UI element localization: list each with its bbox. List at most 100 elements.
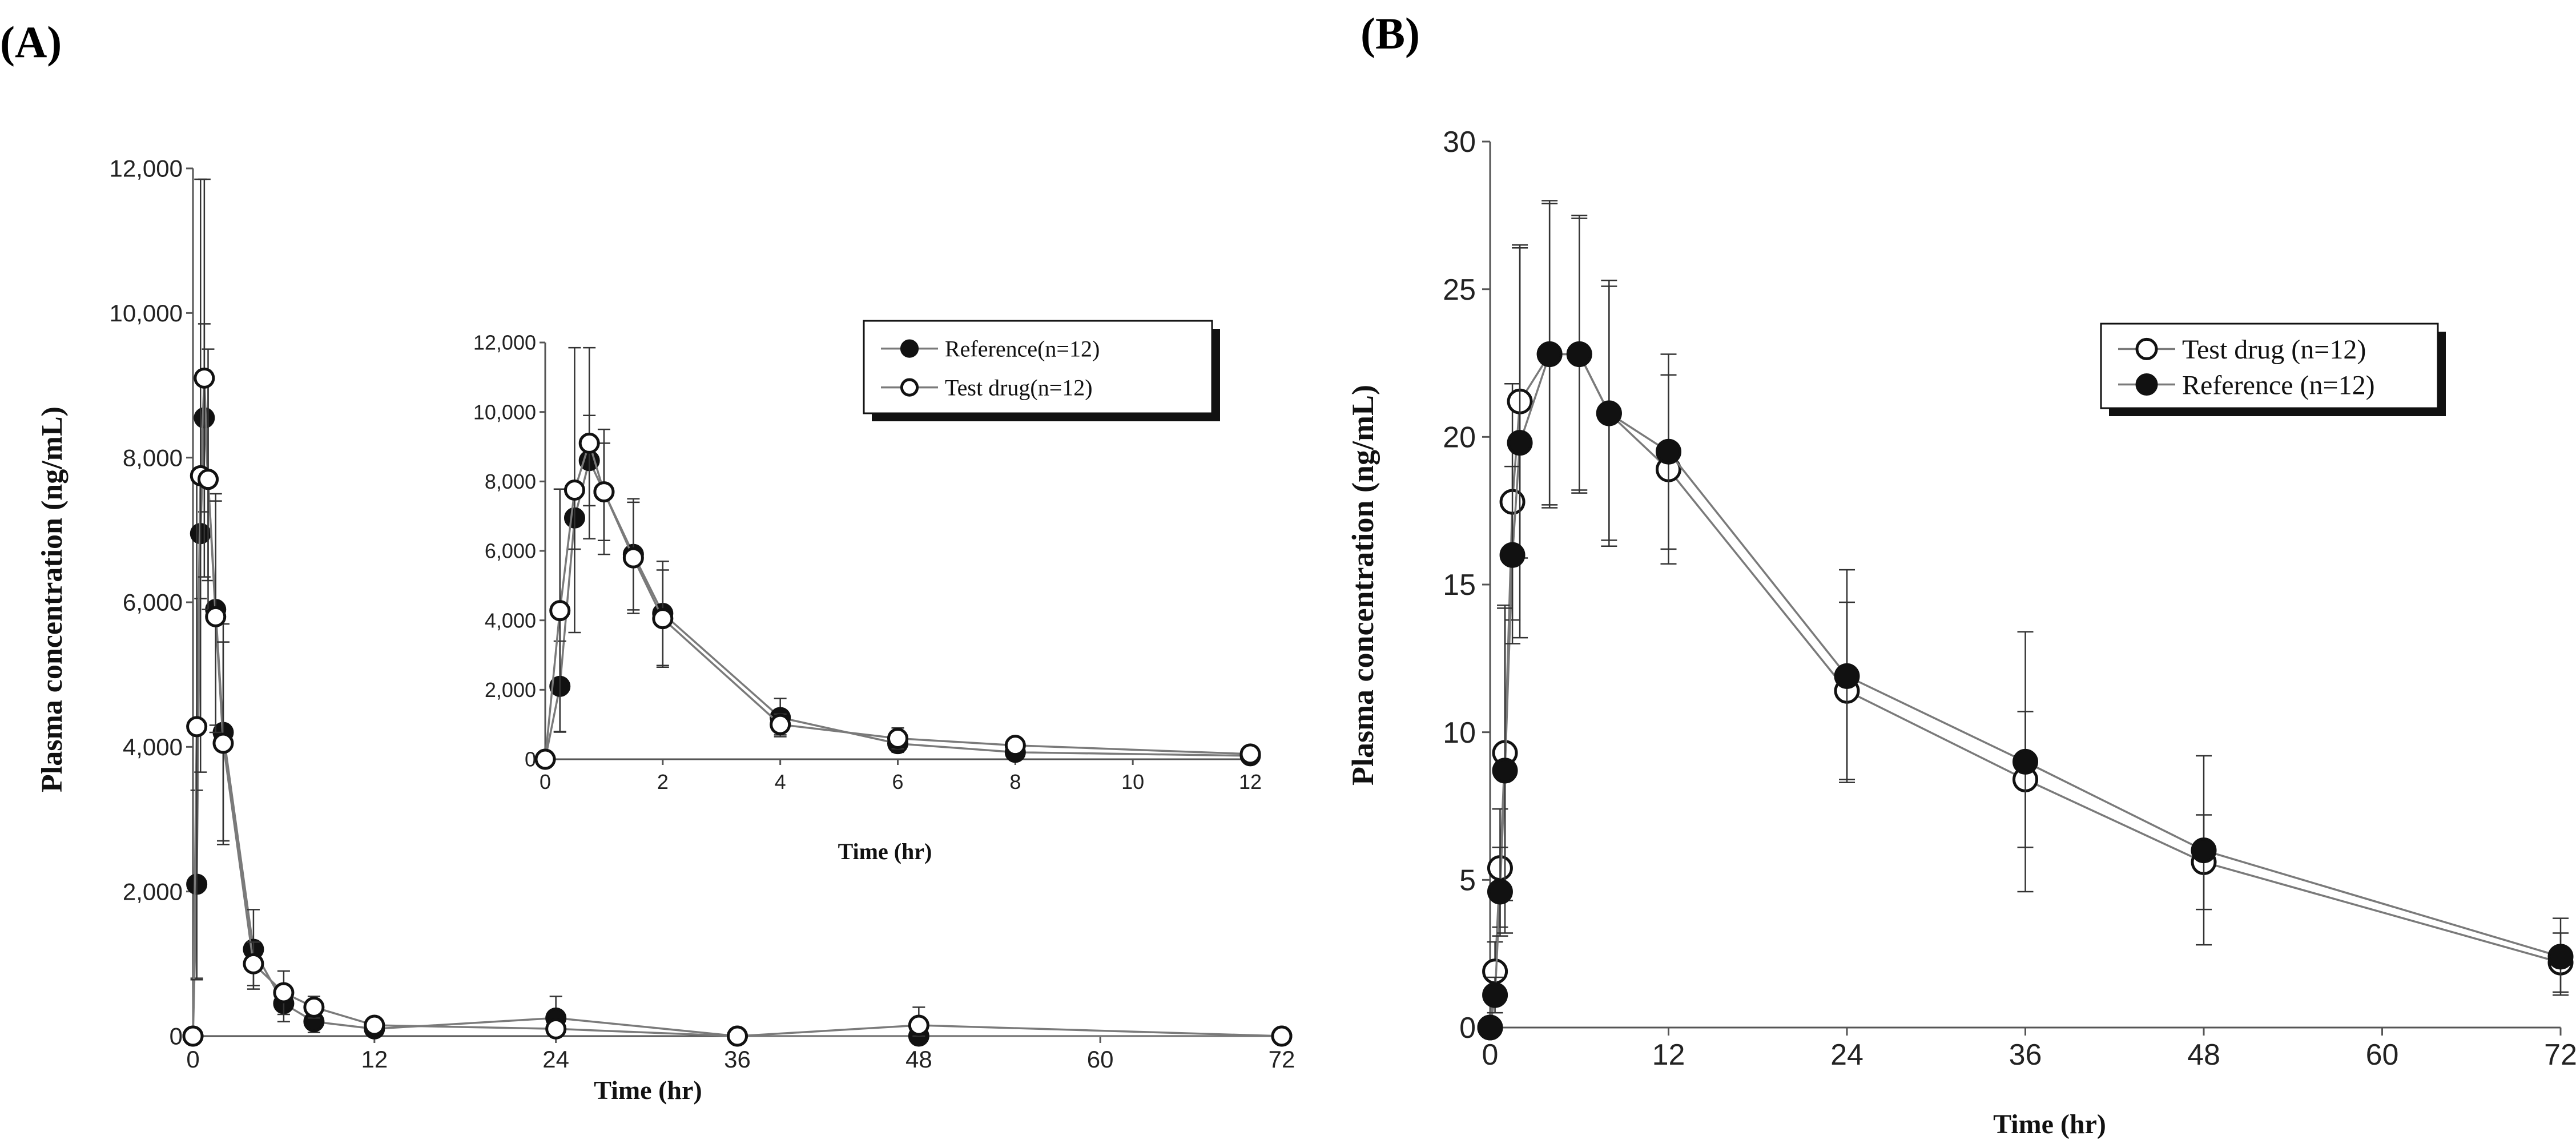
x-tick-label: 2 xyxy=(657,770,669,793)
legend-label-test-drug-n-12: Test drug (n=12) xyxy=(2182,335,2366,365)
y-tick-label: 5 xyxy=(1459,864,1476,897)
x-tick-label: 72 xyxy=(2544,1038,2576,1071)
data-point-test-drug-n-12 xyxy=(593,481,615,503)
legend-marker xyxy=(900,339,919,358)
x-tick-label: 4 xyxy=(775,770,786,793)
data-point-reference-n-12 xyxy=(1499,542,1526,568)
y-tick-label: 8,000 xyxy=(123,444,183,471)
x-axis-title: Time (hr) xyxy=(1993,1109,2106,1139)
data-point-reference-n-12 xyxy=(1507,430,1533,456)
y-tick-label: 10 xyxy=(1443,716,1476,750)
y-tick-label: 10,000 xyxy=(110,300,183,327)
panel-a-label: (A) xyxy=(0,17,62,67)
y-tick-label: 0 xyxy=(1459,1012,1476,1045)
data-point-test-drug-n-12 xyxy=(205,606,227,627)
data-point-test-drug-n-12 xyxy=(1004,735,1026,756)
data-point-reference-n-12 xyxy=(1536,341,1563,367)
x-tick-label: 60 xyxy=(2366,1038,2399,1071)
data-point-test-drug-n-12 xyxy=(197,469,219,490)
y-tick-label: 10,000 xyxy=(473,400,536,424)
x-axis-title: Time (hr) xyxy=(838,839,932,864)
y-tick-label: 2,000 xyxy=(485,678,536,702)
y-tick-label: 25 xyxy=(1443,273,1476,307)
series-line-test-drug-n-12 xyxy=(192,378,1282,1037)
data-point-reference-n-12 xyxy=(2012,748,2038,775)
legend-label-reference-n-12: Reference (n=12) xyxy=(2182,370,2375,400)
data-point-test-drug-n-12 xyxy=(908,1014,929,1036)
y-tick-label: 4,000 xyxy=(485,609,536,632)
data-point-test-drug-n-12 xyxy=(243,953,264,974)
x-tick-label: 12 xyxy=(361,1046,388,1073)
x-tick-label: 24 xyxy=(1830,1038,1863,1071)
data-point-test-drug-n-12 xyxy=(578,432,600,454)
data-point-test-drug-n-12 xyxy=(564,480,585,501)
legend-marker xyxy=(2135,337,2158,360)
y-tick-label: 2,000 xyxy=(123,878,183,905)
y-tick-label: 0 xyxy=(525,748,536,771)
y-tick-label: 30 xyxy=(1443,126,1476,159)
legend-box xyxy=(2100,323,2439,409)
x-tick-label: 0 xyxy=(186,1046,199,1073)
x-tick-label: 12 xyxy=(1239,770,1262,793)
x-tick-label: 48 xyxy=(2187,1038,2220,1071)
data-point-test-drug-n-12 xyxy=(545,1018,567,1040)
data-point-test-drug-n-12 xyxy=(273,982,295,1004)
y-tick-label: 20 xyxy=(1443,421,1476,454)
data-point-test-drug-n-12 xyxy=(727,1025,748,1047)
y-tick-label: 6,000 xyxy=(485,539,536,563)
x-tick-label: 36 xyxy=(724,1046,751,1073)
x-axis-title: Time (hr) xyxy=(594,1075,702,1105)
data-point-test-drug-n-12 xyxy=(194,367,215,389)
data-point-reference-n-12 xyxy=(1477,1014,1503,1041)
chart-a-inset: 0 2,000 4,000 6,000 8,000 10,000 12,000 0 2 4 6 8 10… xyxy=(473,320,1262,864)
y-tick-label: 12,000 xyxy=(473,331,536,355)
data-point-reference-n-12 xyxy=(1566,341,1592,367)
x-tick-label: 0 xyxy=(540,770,551,793)
data-point-reference-n-12 xyxy=(1482,982,1508,1008)
x-tick-label: 48 xyxy=(905,1046,932,1073)
data-point-test-drug-n-12 xyxy=(182,1025,204,1047)
panel-b-label: (B) xyxy=(1361,9,1420,58)
x-tick-label: 72 xyxy=(1269,1046,1295,1073)
data-point-test-drug-n-12 xyxy=(652,608,674,630)
series-line-reference-n-12 xyxy=(544,457,1251,760)
legend-marker xyxy=(900,378,919,397)
data-point-test-drug-n-12 xyxy=(1271,1025,1293,1047)
x-tick-label: 6 xyxy=(892,770,903,793)
data-point-reference-n-12 xyxy=(2191,837,2217,864)
data-point-test-drug-n-12 xyxy=(887,728,908,749)
data-point-reference-n-12 xyxy=(1492,758,1518,784)
y-tick-label: 6,000 xyxy=(123,589,183,616)
legend-label-test-drug-n-12: Test drug(n=12) xyxy=(945,375,1093,401)
legend-marker xyxy=(2135,373,2158,396)
x-tick-label: 36 xyxy=(2009,1038,2042,1071)
x-tick-label: 12 xyxy=(1652,1038,1685,1071)
y-tick-label: 4,000 xyxy=(123,734,183,760)
x-tick-label: 60 xyxy=(1087,1046,1114,1073)
y-tick-label: 12,000 xyxy=(110,155,183,182)
data-point-test-drug-n-12 xyxy=(549,600,571,622)
data-point-test-drug-n-12 xyxy=(364,1014,385,1036)
chart-b: 0 5 10 15 20 25 30 0 12 24 36 48 60 72 Time (hr) Plasma… xyxy=(1346,126,2576,1139)
data-point-test-drug-n-12 xyxy=(1239,743,1261,765)
x-tick-label: 0 xyxy=(1482,1038,1499,1071)
series-line-reference-n-12 xyxy=(192,417,1282,1037)
series-line-test-drug-n-12 xyxy=(544,440,1251,760)
data-point-test-drug-n-12 xyxy=(303,996,325,1018)
y-tick-label: 0 xyxy=(170,1023,183,1050)
data-point-reference-n-12 xyxy=(1834,663,1860,689)
y-axis-title: Plasma concentration (ng/mL) xyxy=(1346,385,1380,785)
x-tick-label: 24 xyxy=(542,1046,569,1073)
data-point-test-drug-n-12 xyxy=(186,716,208,738)
data-point-test-drug-n-12 xyxy=(622,547,644,569)
series-line-reference-n-12 xyxy=(1489,353,2561,1028)
legend-label-reference-n-12: Reference(n=12) xyxy=(945,336,1100,362)
y-tick-label: 8,000 xyxy=(485,470,536,493)
data-point-test-drug-n-12 xyxy=(770,714,791,735)
x-tick-label: 10 xyxy=(1121,770,1144,793)
data-point-test-drug-n-12 xyxy=(534,748,556,770)
y-tick-label: 15 xyxy=(1443,569,1476,602)
data-point-reference-n-12 xyxy=(2547,944,2574,970)
y-axis-title: Plasma concentration (ng/mL) xyxy=(36,406,69,792)
